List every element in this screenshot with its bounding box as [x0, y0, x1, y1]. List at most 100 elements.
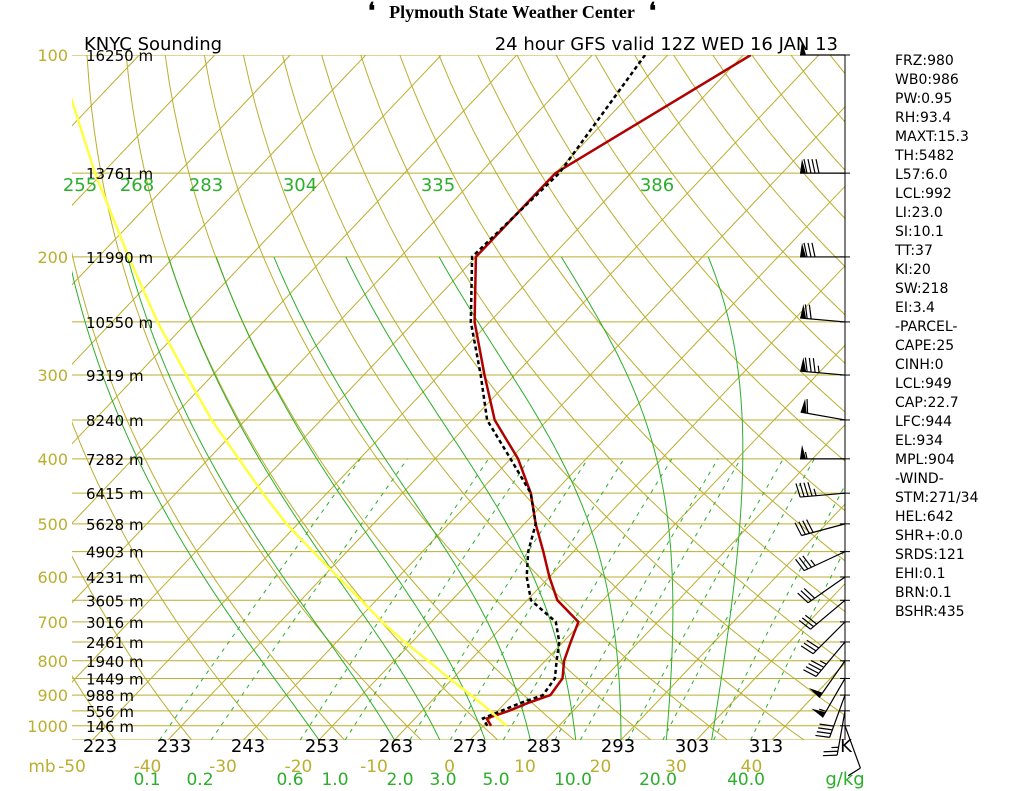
height-tick-label: 2461 m [86, 634, 144, 652]
mixing-ratio-line [713, 484, 845, 740]
index-item: PW:0.95 [895, 91, 953, 107]
mixing-ratio-line [409, 458, 589, 740]
chart-title-left: KNYC Sounding [84, 34, 222, 55]
index-item: EL:934 [895, 433, 944, 449]
index-item: CAPE:25 [895, 338, 955, 354]
wind-barb [800, 444, 845, 460]
mixing-ratio-line [662, 458, 815, 740]
height-tick-label: 6415 m [86, 485, 144, 503]
dry-adiabat-label: 313 [749, 736, 783, 757]
height-tick-label: 13761 m [86, 165, 153, 183]
moist-adiabat-label: 335 [421, 175, 455, 196]
isotherm-line [72, 55, 669, 683]
isotherm-line [72, 55, 593, 604]
height-tick-label: 3605 m [86, 592, 144, 610]
mixing-ratio-label: 2.0 [386, 770, 413, 790]
temperature-tick-label: -30 [209, 757, 237, 777]
index-item: WB0:986 [895, 72, 959, 88]
pressure-tick-label: 500 [37, 515, 68, 534]
dry-adiabat-line [125, 55, 499, 740]
index-item: EHI:0.1 [895, 566, 946, 582]
wind-barb [844, 725, 861, 777]
indices-panel: FRZ:980 WB0:986 PW:0.95 RH:93.4 MAXT:15.3 TH:… [895, 52, 979, 622]
index-item: LFC:944 [895, 414, 953, 430]
mixing-ratio-label: 0.2 [186, 770, 213, 790]
flag-icon-left: ❛ [368, 0, 376, 23]
wind-barb [811, 678, 846, 718]
index-item: LCL:992 [895, 186, 952, 202]
mixing-ratio-line [554, 458, 719, 740]
height-tick-label: 4231 m [86, 569, 144, 587]
moist-adiabat-label: 386 [640, 175, 674, 196]
index-item: STM:271/34 [895, 490, 979, 506]
pressure-tick-label: 300 [37, 366, 68, 385]
series-temperature-line [473, 55, 752, 727]
header-title: Plymouth State Weather Center [389, 2, 635, 22]
dry-adiabat-label: 273 [453, 736, 487, 757]
mixing-ratio-label: 0.6 [276, 770, 303, 790]
moist-adiabat-line [438, 256, 622, 740]
wind-barb [797, 576, 846, 604]
dry-adiabat-label: 283 [527, 736, 561, 757]
dry-adiabat-line [0, 55, 38, 740]
mixing-ratio-label: 5.0 [482, 770, 509, 790]
index-item: EI:3.4 [895, 300, 935, 316]
dry-adiabat-line [242, 55, 728, 740]
dry-adiabat-line [477, 55, 845, 512]
height-tick-label: 1449 m [86, 670, 144, 688]
wind-barb [800, 398, 846, 421]
height-tick-label: 4903 m [86, 544, 144, 562]
isotherm-line [72, 55, 216, 206]
mixing-ratio-label: 10.0 [554, 770, 592, 790]
index-item: TT:37 [895, 243, 933, 259]
series-parcel-line [72, 96, 508, 727]
moist-adiabat-line [560, 256, 674, 740]
isotherm-line [469, 344, 845, 740]
pressure-tick-label: 100 [37, 46, 68, 65]
isotherm-line [72, 55, 442, 445]
plot-area [0, 55, 845, 740]
index-item: RH:93.4 [895, 110, 952, 126]
wind-barb [800, 621, 846, 655]
temperature-tick-label: 10 [514, 757, 536, 777]
dry-adiabat-line [86, 55, 422, 740]
wind-barb [800, 242, 845, 258]
index-item: FRZ:980 [895, 53, 954, 69]
moist-adiabat-line [168, 256, 441, 740]
wind-barb [794, 519, 846, 537]
dry-adiabat-line [399, 55, 845, 613]
wind-barb [800, 357, 846, 376]
wind-barb [822, 710, 846, 757]
index-item: KI:20 [895, 262, 931, 278]
isotherm-line [243, 106, 845, 740]
series-dewpoint-line [469, 55, 647, 727]
mixing-ratio-line [344, 458, 530, 740]
dry-adiabat-line [203, 55, 652, 740]
index-item: SI:10.1 [895, 224, 944, 240]
isotherm-line [0, 55, 64, 740]
wind-barb [795, 482, 846, 498]
index-item: LI:23.0 [895, 205, 943, 221]
wind-barb [800, 41, 845, 56]
height-tick-label: 8240 m [86, 412, 144, 430]
height-tick-label: 1940 m [86, 653, 144, 671]
chart-title-right: 24 hour GFS valid 12Z WED 16 JAN 13 [495, 34, 838, 55]
height-tick-label: 11990 m [86, 249, 153, 267]
temperature-tick-label: -10 [360, 757, 388, 777]
temperature-tick-label: -50 [58, 757, 86, 777]
height-tick-label: 9319 m [86, 367, 144, 385]
moist-adiabat-label: 268 [120, 175, 154, 196]
index-item: SHR+:0.0 [895, 528, 963, 544]
moist-adiabat-line [72, 270, 320, 740]
isotherm-line [92, 55, 744, 740]
height-tick-label: 3016 m [86, 614, 144, 632]
pressure-tick-label: 600 [37, 568, 68, 587]
isotherm-line [167, 55, 820, 740]
moist-adiabat-line [273, 256, 531, 740]
height-tick-label: 10550 m [86, 314, 153, 332]
pressure-tick-label: 1000 [27, 717, 68, 736]
dry-adiabat-line [594, 55, 845, 364]
mixing-ratio-line [299, 458, 489, 740]
index-item: SRDS:121 [895, 547, 965, 563]
dry-adiabat-line [72, 421, 269, 740]
